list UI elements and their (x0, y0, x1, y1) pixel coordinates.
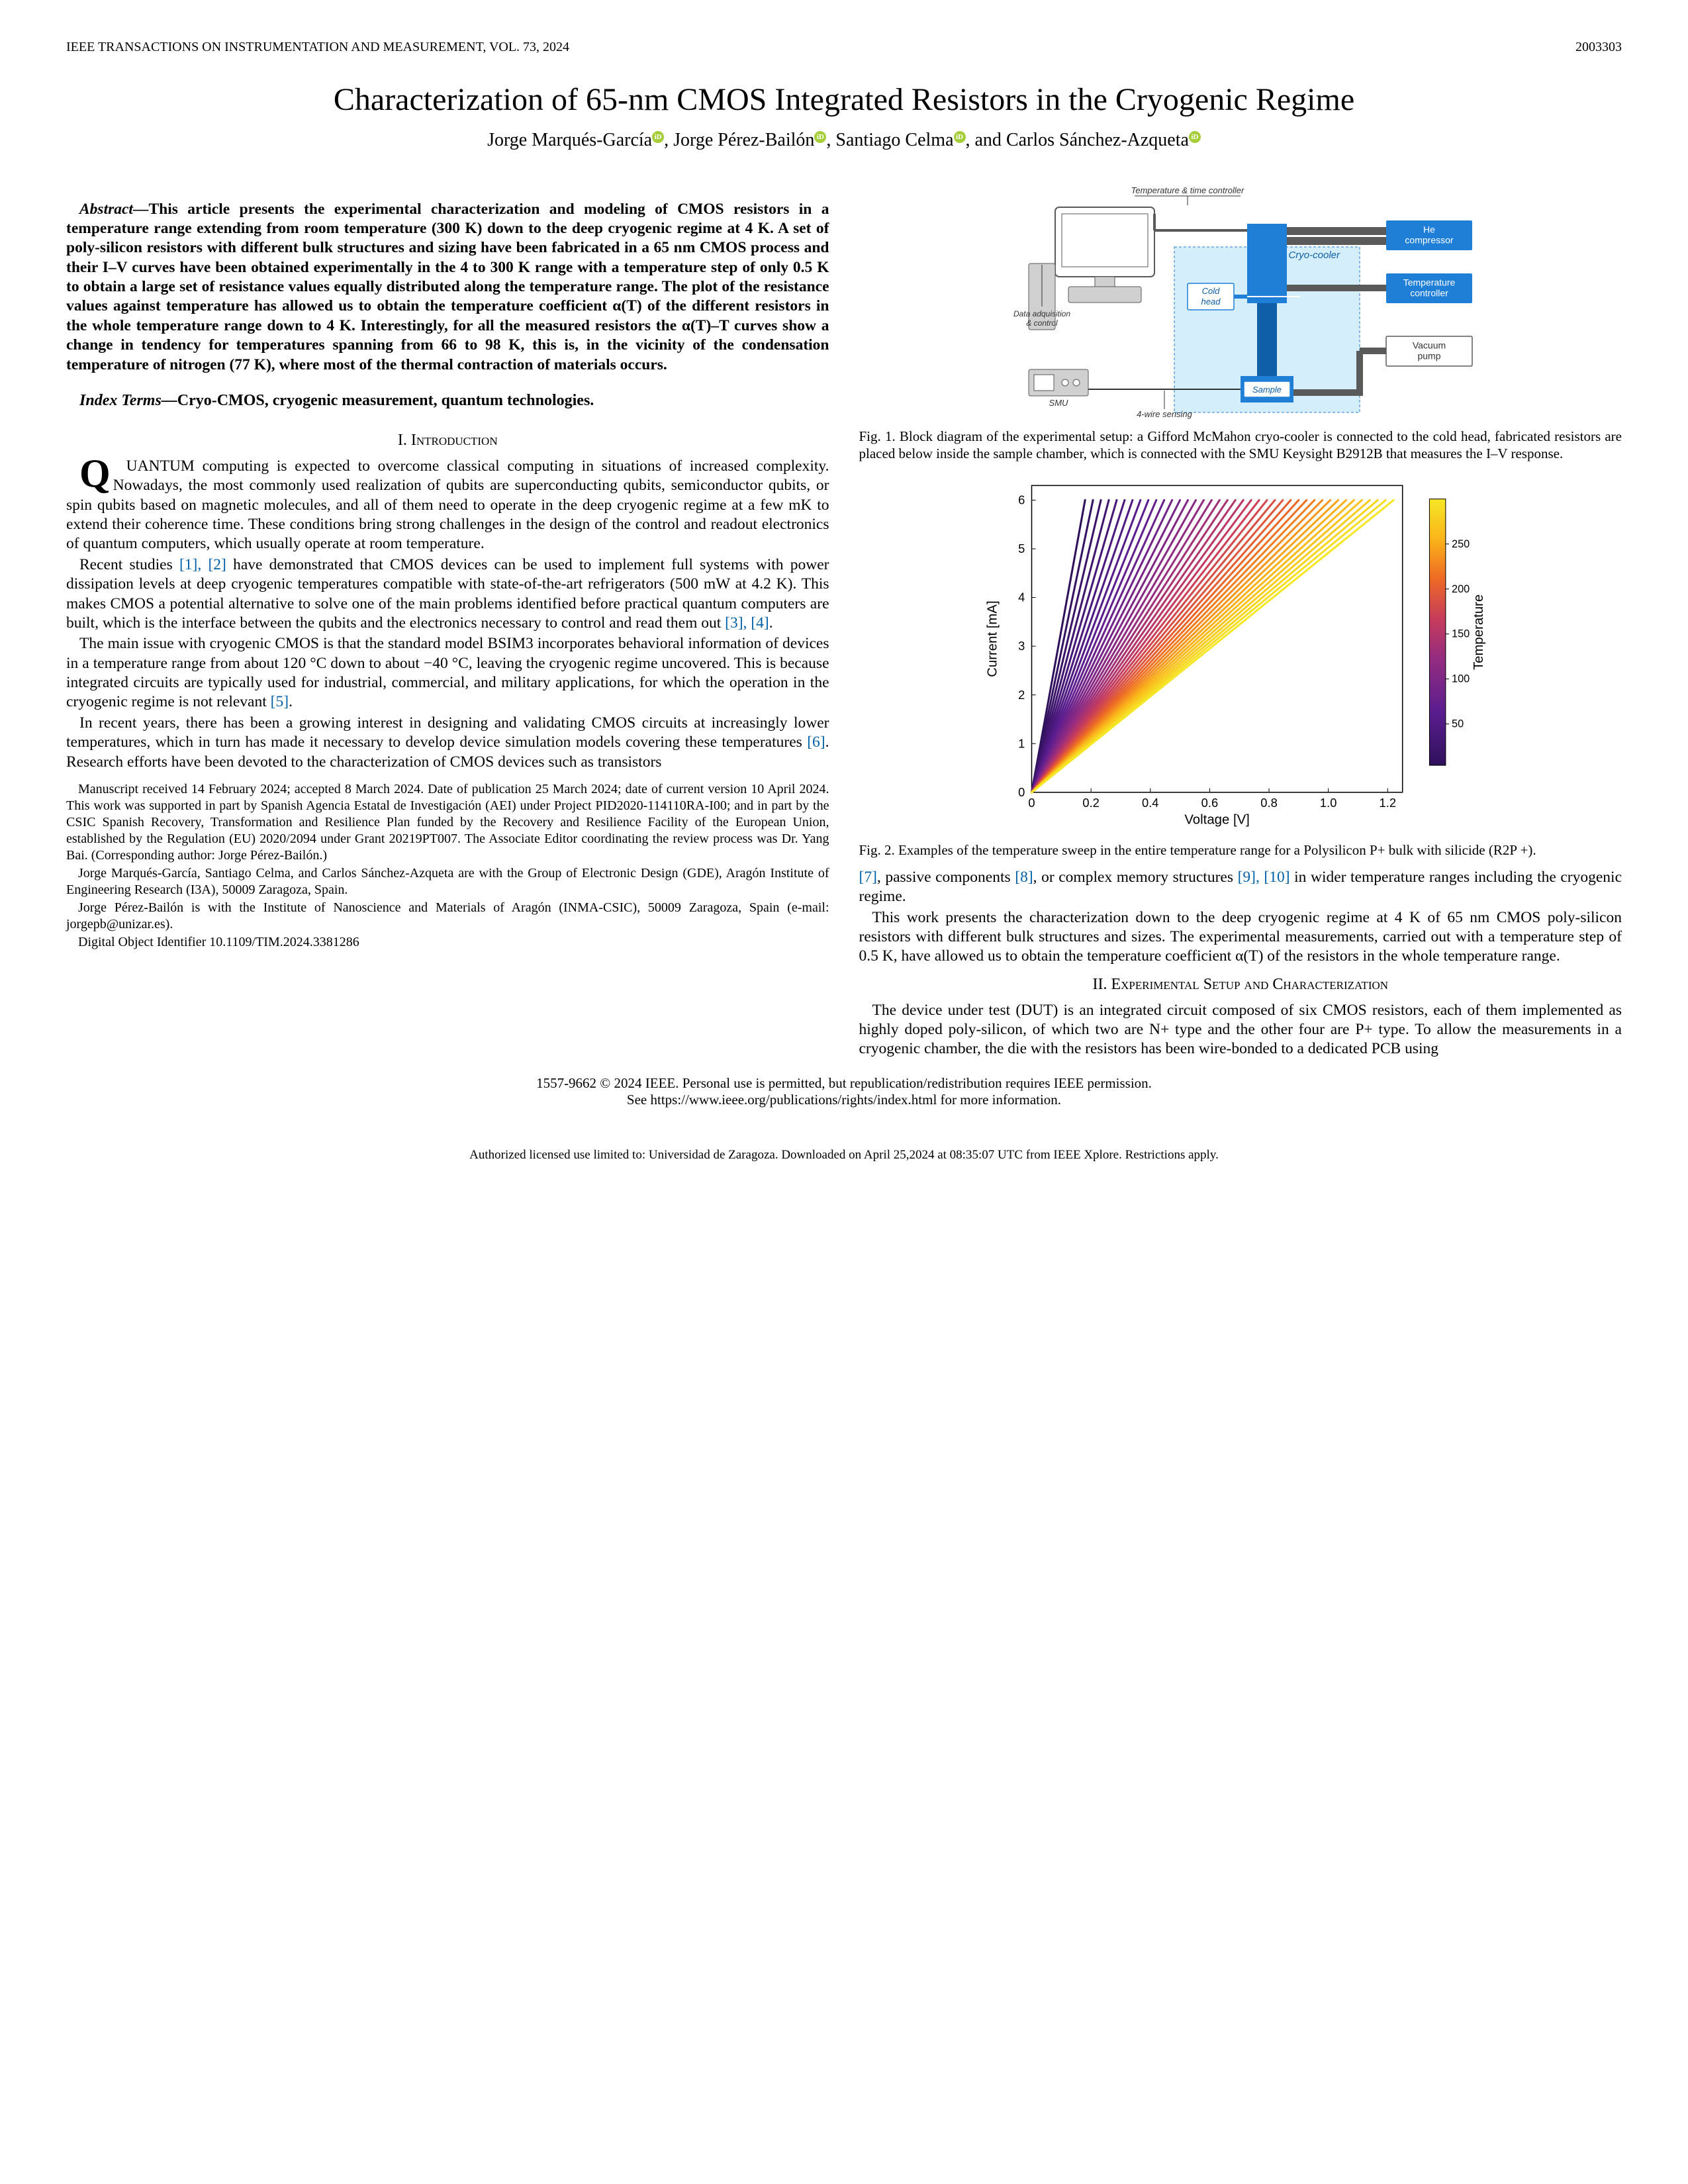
svg-text:5: 5 (1018, 542, 1025, 555)
svg-text:controller: controller (1410, 288, 1448, 299)
section-1-heading: I. Introduction (66, 430, 829, 450)
svg-text:Current [mA]: Current [mA] (985, 600, 1000, 677)
figure-1-caption: Fig. 1. Block diagram of the experimenta… (859, 428, 1622, 463)
svg-text:0.2: 0.2 (1082, 796, 1099, 810)
svg-text:Temperature: Temperature (1403, 277, 1455, 288)
svg-text:0.8: 0.8 (1260, 796, 1277, 810)
figure-2: 0 0.2 0.4 0.6 0.8 1.0 1.2 0 1 2 3 4 5 6 Voltage [V] Cur… (859, 472, 1622, 859)
footnote-manuscript: Manuscript received 14 February 2024; ac… (66, 781, 829, 864)
citation[interactable]: [9], [10] (1238, 869, 1290, 886)
citation[interactable]: [1], [2] (179, 556, 226, 573)
orcid-icon: iD (814, 131, 826, 143)
license-footer: Authorized licensed use limited to: Univ… (66, 1148, 1622, 1163)
svg-text:0: 0 (1028, 796, 1035, 810)
footnotes: Manuscript received 14 February 2024; ac… (66, 781, 829, 951)
svg-text:Cryo-cooler: Cryo-cooler (1288, 250, 1340, 261)
svg-text:4: 4 (1018, 590, 1025, 604)
intro-para-2: Recent studies [1], [2] have demonstrate… (66, 555, 829, 634)
orcid-icon: iD (652, 131, 664, 143)
svg-text:& control: & control (1026, 318, 1058, 328)
orcid-icon: iD (954, 131, 966, 143)
author-4: Carlos Sánchez-Azqueta (1006, 130, 1189, 150)
svg-text:2: 2 (1018, 687, 1025, 701)
svg-text:Cold: Cold (1201, 286, 1220, 296)
orcid-icon: iD (1189, 131, 1201, 143)
left-column: Abstract—This article presents the exper… (66, 184, 829, 1061)
copyright-line: 1557-9662 © 2024 IEEE. Personal use is p… (66, 1075, 1622, 1108)
citation[interactable]: [7] (859, 869, 877, 886)
svg-text:He: He (1423, 224, 1435, 235)
svg-text:1.2: 1.2 (1379, 796, 1395, 810)
svg-text:1.0: 1.0 (1319, 796, 1336, 810)
journal-name: IEEE TRANSACTIONS ON INSTRUMENTATION AND… (66, 40, 569, 55)
svg-text:200: 200 (1452, 583, 1470, 594)
svg-text:250: 250 (1452, 538, 1470, 549)
svg-text:0.4: 0.4 (1142, 796, 1158, 810)
intro-para-4: In recent years, there has been a growin… (66, 714, 829, 772)
footnote-doi: Digital Object Identifier 10.1109/TIM.20… (66, 934, 829, 951)
col2-para-1: [7], passive components [8], or complex … (859, 868, 1622, 907)
author-2: Jorge Pérez-Bailón (673, 130, 814, 150)
abstract: Abstract—This article presents the exper… (66, 200, 829, 375)
article-number: 2003303 (1575, 40, 1622, 55)
citation[interactable]: [8] (1015, 869, 1033, 886)
author-1: Jorge Marqués-García (487, 130, 652, 150)
svg-text:Sample: Sample (1252, 385, 1282, 395)
intro-para-1: QUANTUM computing is expected to overcom… (66, 457, 829, 554)
svg-text:Temperature: Temperature (1471, 594, 1485, 669)
fig1-diagram: Temperature & time controller Data adquis… (989, 184, 1492, 422)
svg-text:Voltage [V]: Voltage [V] (1184, 812, 1249, 827)
footnote-affil-1: Jorge Marqués-García, Santiago Celma, an… (66, 865, 829, 898)
svg-text:0.6: 0.6 (1201, 796, 1217, 810)
index-terms: Index Terms—Cryo-CMOS, cryogenic measure… (66, 391, 829, 410)
footnote-affil-2: Jorge Pérez-Bailón is with the Institute… (66, 900, 829, 933)
figure-1: Temperature & time controller Data adquis… (859, 184, 1622, 463)
citation[interactable]: [5] (271, 693, 289, 710)
col2-para-2: This work presents the characterization … (859, 908, 1622, 967)
svg-text:Temperature & time controller: Temperature & time controller (1131, 185, 1244, 195)
citation[interactable]: [3], [4] (725, 614, 769, 632)
svg-text:SMU: SMU (1049, 398, 1068, 408)
svg-text:4-wire sensing: 4-wire sensing (1137, 409, 1193, 419)
svg-text:pump: pump (1417, 351, 1440, 361)
col2-para-3: The device under test (DUT) is an integr… (859, 1001, 1622, 1059)
svg-text:1: 1 (1018, 736, 1025, 750)
svg-text:head: head (1201, 297, 1221, 307)
svg-text:6: 6 (1018, 493, 1025, 506)
svg-text:Vacuum: Vacuum (1413, 340, 1446, 351)
figure-2-caption: Fig. 2. Examples of the temperature swee… (859, 841, 1622, 859)
svg-text:Data adquisition: Data adquisition (1013, 309, 1070, 318)
svg-text:0: 0 (1018, 784, 1025, 798)
svg-text:3: 3 (1018, 639, 1025, 653)
intro-para-3: The main issue with cryogenic CMOS is th… (66, 634, 829, 712)
running-header: IEEE TRANSACTIONS ON INSTRUMENTATION AND… (66, 40, 1622, 55)
fig2-chart: 0 0.2 0.4 0.6 0.8 1.0 1.2 0 1 2 3 4 5 6 Voltage [V] Cur… (859, 472, 1622, 836)
paper-title: Characterization of 65-nm CMOS Integrate… (66, 81, 1622, 118)
right-column: Temperature & time controller Data adquis… (859, 184, 1622, 1061)
author-3: Santiago Celma (835, 130, 953, 150)
author-line: Jorge Marqués-GarcíaiD, Jorge Pérez-Bail… (66, 130, 1622, 151)
section-2-heading: II. Experimental Setup and Characterizat… (859, 974, 1622, 994)
svg-text:compressor: compressor (1405, 235, 1453, 246)
citation[interactable]: [6] (807, 734, 825, 751)
svg-text:150: 150 (1452, 628, 1470, 640)
svg-text:50: 50 (1452, 718, 1464, 730)
svg-text:100: 100 (1452, 673, 1470, 685)
